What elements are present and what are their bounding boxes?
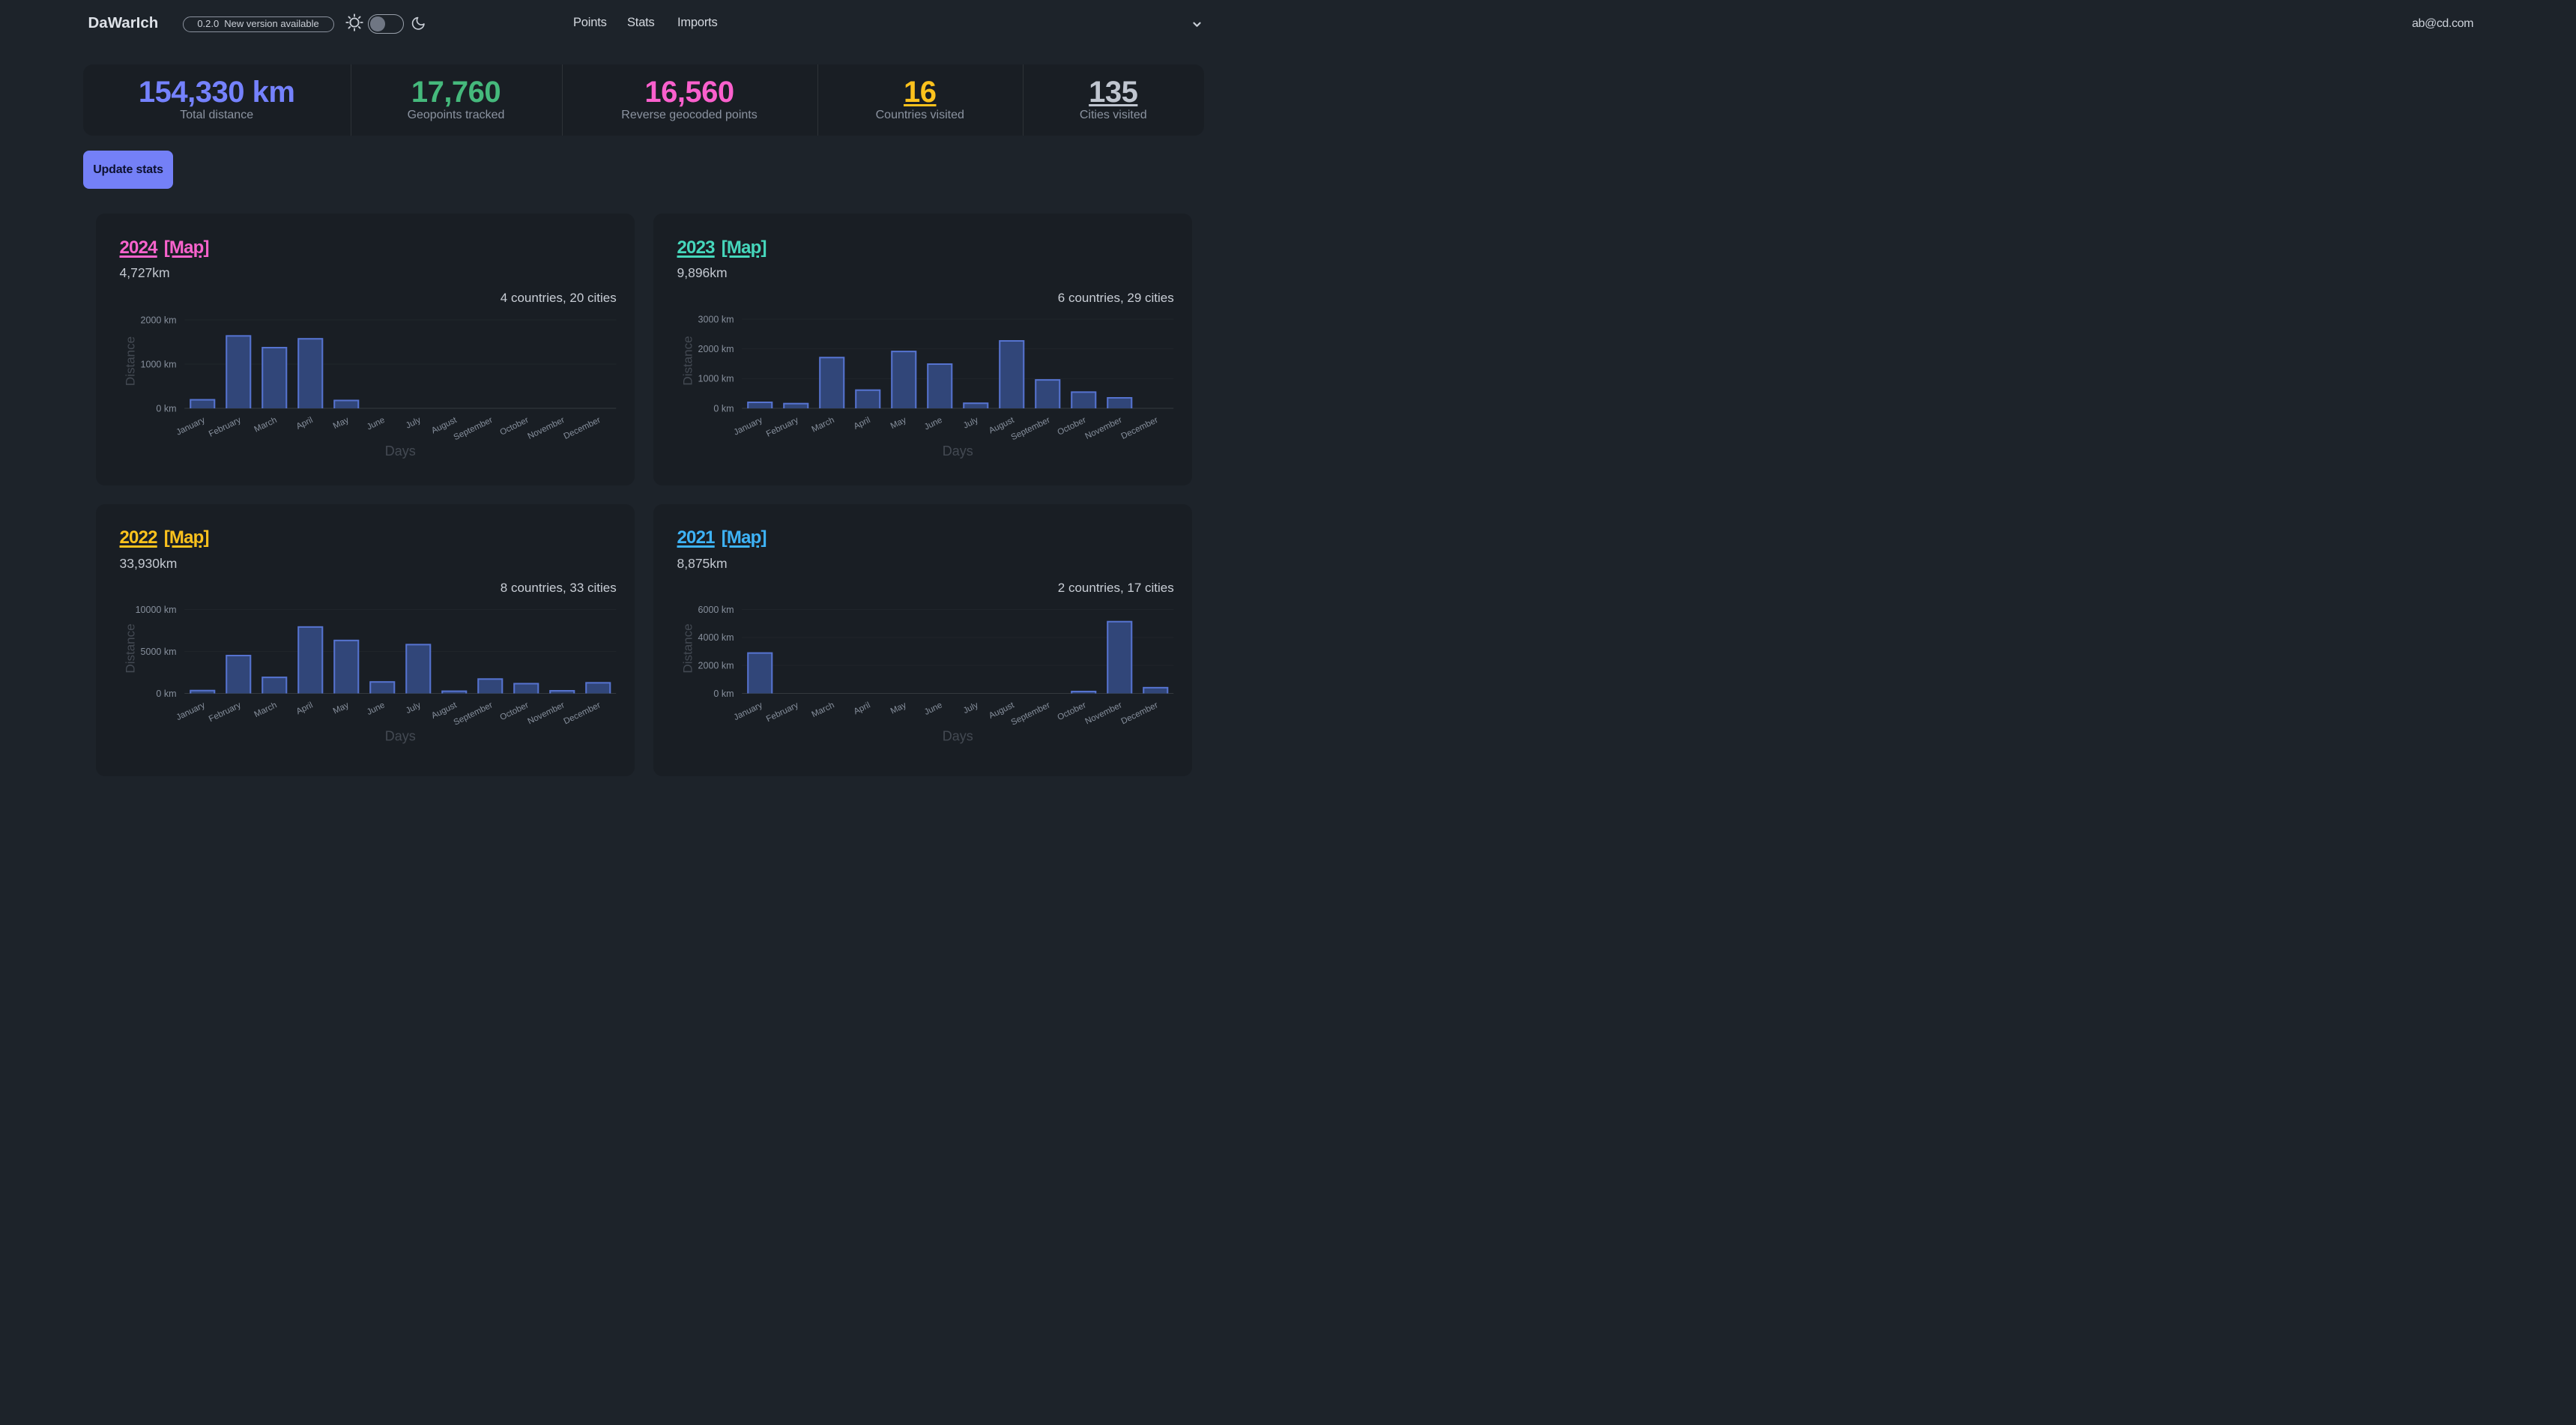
- svg-text:Days: Days: [942, 444, 973, 459]
- svg-text:0 km: 0 km: [156, 403, 176, 414]
- svg-text:4000 km: 4000 km: [698, 632, 734, 643]
- svg-text:November: November: [1083, 701, 1123, 726]
- svg-text:February: February: [207, 416, 242, 439]
- svg-text:December: December: [1119, 701, 1159, 726]
- svg-text:October: October: [1056, 701, 1087, 722]
- svg-text:June: June: [365, 416, 386, 432]
- svg-text:June: June: [922, 701, 943, 717]
- svg-text:March: March: [810, 416, 835, 435]
- svg-text:September: September: [452, 701, 494, 727]
- svg-text:January: January: [175, 701, 206, 722]
- svg-text:May: May: [889, 701, 907, 715]
- svg-text:December: December: [562, 416, 602, 441]
- svg-text:6000 km: 6000 km: [698, 604, 734, 614]
- svg-text:May: May: [331, 416, 350, 431]
- svg-text:Distance: Distance: [123, 623, 137, 673]
- svg-text:November: November: [526, 701, 566, 726]
- svg-text:March: March: [253, 701, 278, 719]
- svg-text:3000 km: 3000 km: [698, 314, 734, 324]
- svg-text:January: January: [175, 416, 206, 438]
- svg-text:March: March: [810, 701, 835, 719]
- svg-text:June: June: [365, 701, 386, 717]
- svg-text:0 km: 0 km: [713, 403, 734, 414]
- svg-text:September: September: [1009, 701, 1051, 727]
- svg-text:October: October: [498, 416, 530, 438]
- svg-text:July: July: [404, 416, 422, 431]
- svg-text:0 km: 0 km: [713, 688, 734, 698]
- svg-text:May: May: [889, 416, 907, 431]
- svg-text:June: June: [922, 416, 943, 432]
- svg-text:February: February: [207, 701, 242, 724]
- svg-text:Distance: Distance: [680, 623, 695, 673]
- svg-text:July: July: [961, 701, 979, 715]
- svg-text:2000 km: 2000 km: [140, 315, 176, 325]
- svg-text:October: October: [1056, 416, 1087, 438]
- svg-text:October: October: [498, 701, 530, 722]
- svg-text:May: May: [331, 701, 350, 715]
- svg-text:September: September: [452, 416, 494, 443]
- svg-text:January: January: [732, 416, 764, 438]
- svg-text:July: July: [404, 701, 422, 715]
- svg-text:1000 km: 1000 km: [698, 374, 734, 384]
- svg-text:September: September: [1009, 416, 1051, 443]
- svg-text:February: February: [764, 416, 799, 439]
- svg-text:December: December: [1119, 416, 1159, 441]
- svg-text:April: April: [852, 701, 871, 716]
- svg-text:December: December: [562, 701, 602, 726]
- svg-text:2000 km: 2000 km: [698, 344, 734, 354]
- svg-text:Distance: Distance: [680, 336, 695, 385]
- svg-text:10000 km: 10000 km: [135, 604, 176, 614]
- svg-text:1000 km: 1000 km: [140, 359, 176, 369]
- svg-text:Days: Days: [384, 444, 415, 459]
- svg-text:Distance: Distance: [123, 336, 137, 386]
- svg-text:April: April: [294, 701, 314, 716]
- svg-text:0 km: 0 km: [156, 688, 176, 698]
- svg-text:November: November: [526, 416, 566, 441]
- svg-text:January: January: [732, 701, 764, 722]
- svg-text:Days: Days: [942, 728, 973, 743]
- svg-text:March: March: [253, 416, 278, 435]
- svg-text:5000 km: 5000 km: [140, 646, 176, 656]
- svg-text:April: April: [852, 416, 871, 432]
- svg-text:2000 km: 2000 km: [698, 660, 734, 671]
- svg-text:November: November: [1083, 416, 1123, 441]
- svg-text:April: April: [294, 416, 314, 432]
- svg-text:July: July: [961, 416, 979, 431]
- svg-text:February: February: [764, 701, 799, 724]
- svg-text:Days: Days: [384, 728, 415, 743]
